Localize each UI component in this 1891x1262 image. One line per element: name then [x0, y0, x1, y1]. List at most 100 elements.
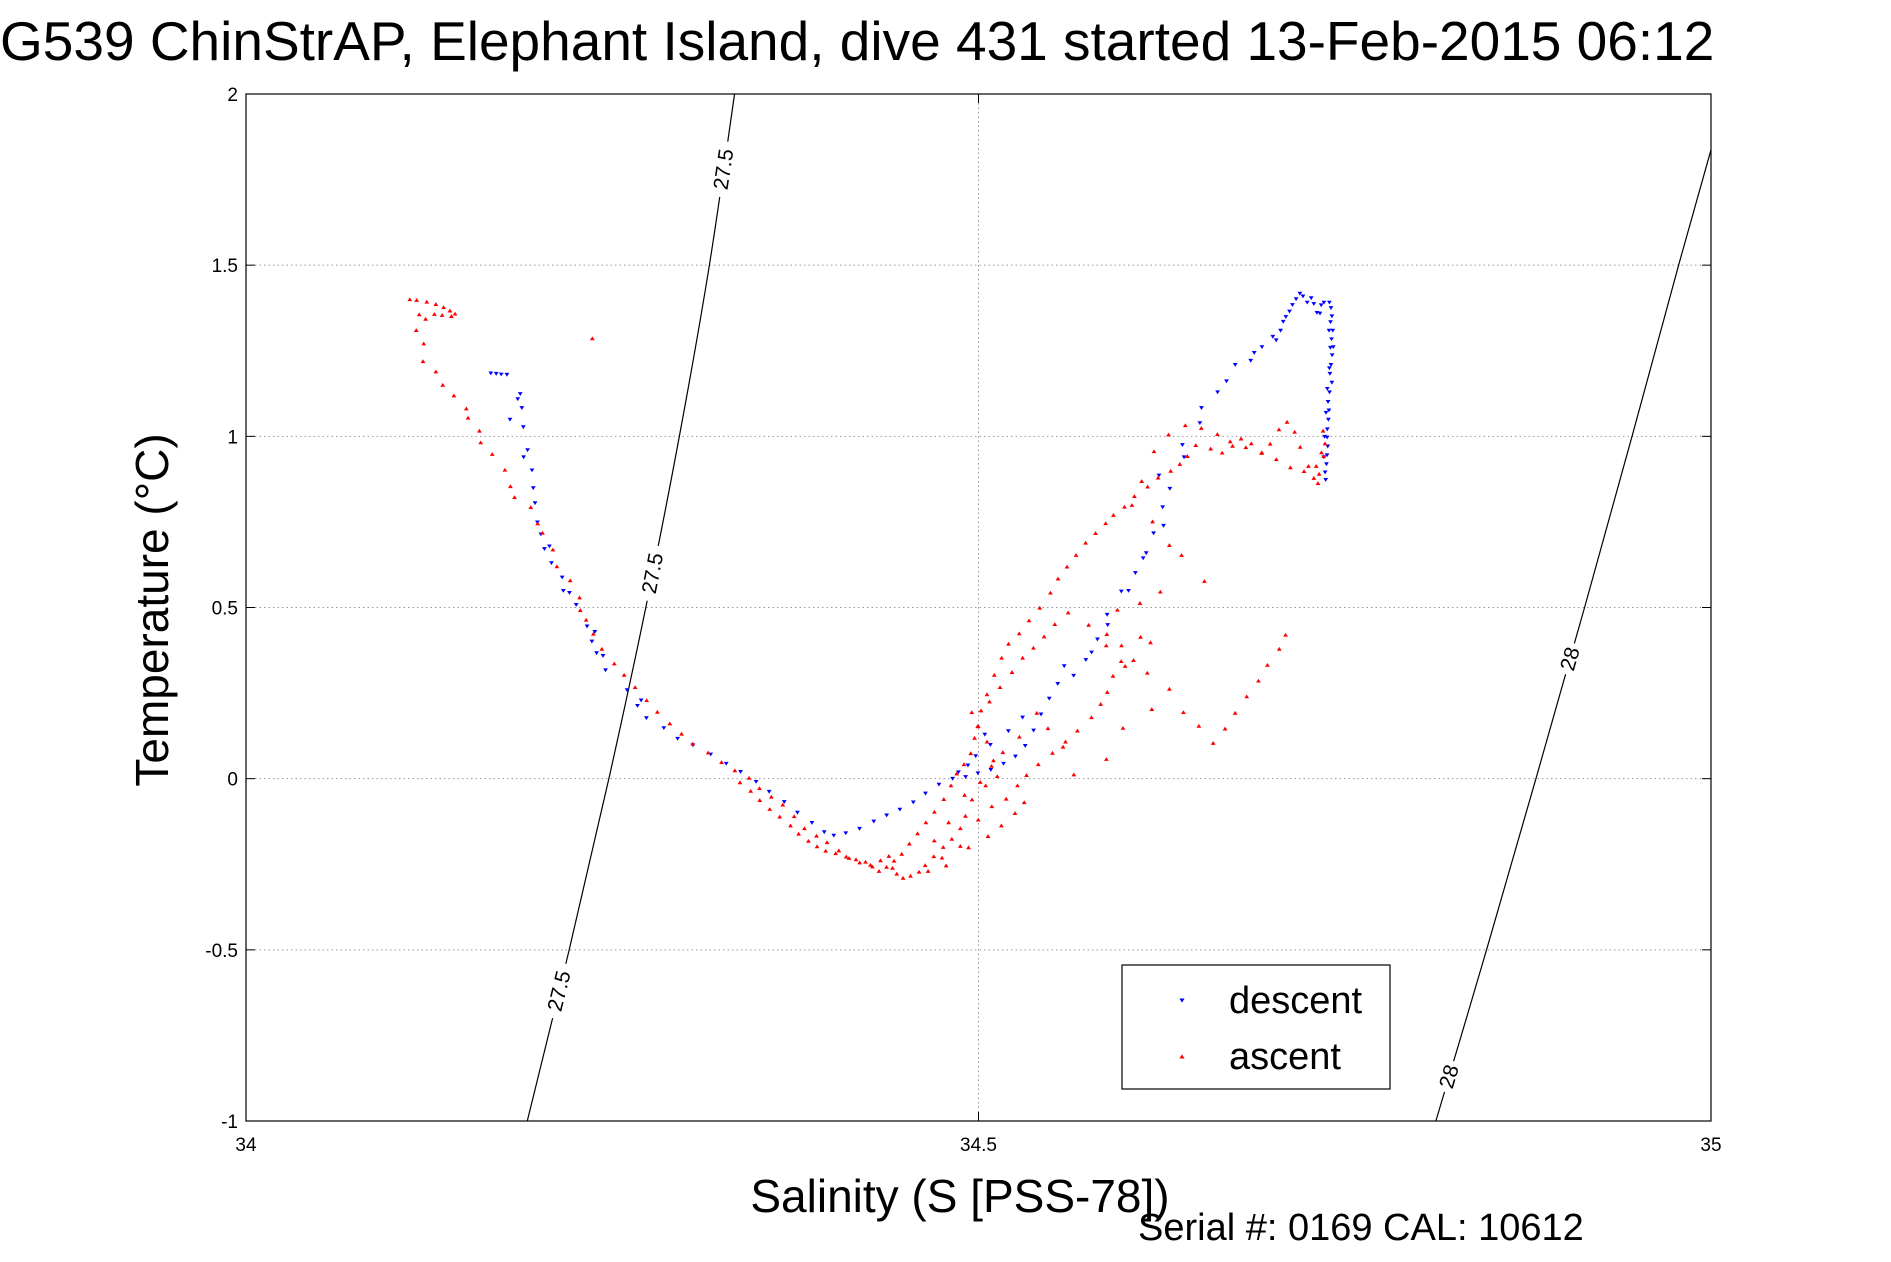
- y-tick-label: 2: [227, 85, 238, 106]
- point-ascent: [589, 336, 595, 341]
- point-ascent: [998, 823, 1004, 828]
- point-descent: [1001, 761, 1006, 766]
- point-ascent: [1016, 631, 1022, 636]
- point-ascent: [962, 793, 967, 797]
- point-descent: [923, 791, 928, 796]
- point-ascent: [1185, 454, 1190, 458]
- point-descent: [738, 770, 743, 774]
- point-ascent: [1193, 443, 1199, 448]
- point-descent: [675, 736, 680, 741]
- point-ascent: [1292, 429, 1298, 434]
- point-ascent: [540, 530, 545, 535]
- point-ascent: [823, 848, 829, 853]
- point-descent: [1321, 300, 1327, 305]
- point-ascent: [922, 863, 928, 868]
- point-descent: [1031, 728, 1036, 733]
- point-ascent: [1074, 728, 1080, 733]
- point-descent: [1038, 712, 1044, 717]
- point-descent: [884, 813, 890, 818]
- point-ascent: [984, 739, 990, 744]
- grid: [245, 93, 1712, 1122]
- point-descent: [635, 703, 640, 708]
- point-ascent: [1306, 464, 1311, 468]
- point-ascent: [1227, 439, 1233, 444]
- point-ascent: [999, 655, 1005, 660]
- point-ascent: [1287, 465, 1293, 470]
- point-ascent: [925, 869, 931, 873]
- point-descent: [1304, 300, 1310, 305]
- point-ascent: [1311, 476, 1317, 480]
- point-ascent: [777, 814, 783, 819]
- point-ascent: [1065, 610, 1071, 615]
- point-ascent: [1276, 427, 1282, 432]
- point-ascent: [1232, 710, 1238, 715]
- data-series: [407, 291, 1336, 880]
- x-tick-label: 35: [1700, 1135, 1721, 1156]
- point-ascent: [824, 840, 830, 845]
- contour-label-bg: [707, 139, 740, 199]
- point-descent: [1005, 729, 1011, 734]
- point-ascent: [1301, 469, 1307, 474]
- point-ascent: [690, 741, 696, 746]
- point-ascent: [1149, 707, 1155, 711]
- point-ascent: [431, 312, 437, 316]
- point-ascent: [476, 428, 482, 433]
- point-descent: [843, 831, 849, 836]
- point-ascent: [1238, 436, 1244, 441]
- point-ascent: [1103, 757, 1109, 761]
- point-descent: [1181, 455, 1187, 460]
- contour-label-27-5: 27.5: [638, 551, 668, 596]
- isopycnal-line-28: [1435, 149, 1712, 1122]
- point-ascent: [439, 313, 445, 317]
- point-descent: [1297, 291, 1303, 296]
- point-ascent: [876, 869, 882, 873]
- point-ascent: [528, 505, 534, 509]
- point-ascent: [939, 855, 945, 860]
- point-descent: [910, 800, 916, 805]
- point-ascent: [961, 762, 967, 767]
- point-ascent: [1016, 734, 1022, 739]
- point-descent: [987, 742, 993, 747]
- point-ascent: [1122, 663, 1128, 668]
- point-ascent: [1168, 468, 1174, 473]
- point-descent: [1156, 473, 1162, 478]
- point-ascent: [899, 851, 905, 856]
- point-ascent: [843, 854, 849, 859]
- series-ascent: [407, 297, 1328, 880]
- point-ascent: [1119, 643, 1124, 648]
- point-descent: [795, 810, 800, 815]
- point-ascent: [667, 721, 673, 726]
- point-ascent: [946, 820, 952, 825]
- point-ascent: [451, 393, 457, 398]
- point-ascent: [447, 308, 453, 313]
- series-descent: [488, 291, 1336, 838]
- point-ascent: [1104, 689, 1110, 694]
- point-ascent: [978, 708, 984, 713]
- point-descent: [592, 630, 598, 634]
- point-ascent: [931, 854, 937, 859]
- point-ascent: [599, 646, 605, 651]
- point-ascent: [894, 871, 900, 876]
- point-descent: [1326, 366, 1332, 371]
- point-ascent: [632, 685, 638, 690]
- point-ascent: [407, 297, 413, 302]
- point-descent: [956, 770, 961, 775]
- point-descent: [1293, 297, 1299, 302]
- point-descent: [1151, 531, 1156, 536]
- point-descent: [936, 782, 942, 787]
- point-descent: [520, 425, 526, 430]
- point-ascent: [1086, 622, 1092, 627]
- point-descent: [507, 417, 513, 422]
- point-ascent: [1063, 739, 1068, 744]
- point-ascent: [1198, 426, 1204, 430]
- x-tick-label: 34.5: [960, 1135, 997, 1156]
- point-ascent: [1320, 428, 1326, 433]
- point-descent: [638, 698, 644, 703]
- point-descent: [1071, 673, 1076, 678]
- point-ascent: [1026, 618, 1032, 623]
- point-ascent: [806, 838, 811, 843]
- point-ascent: [1111, 513, 1116, 517]
- y-axis-label: Temperature (°C): [126, 433, 178, 786]
- point-ascent: [748, 788, 754, 793]
- point-descent: [515, 397, 521, 402]
